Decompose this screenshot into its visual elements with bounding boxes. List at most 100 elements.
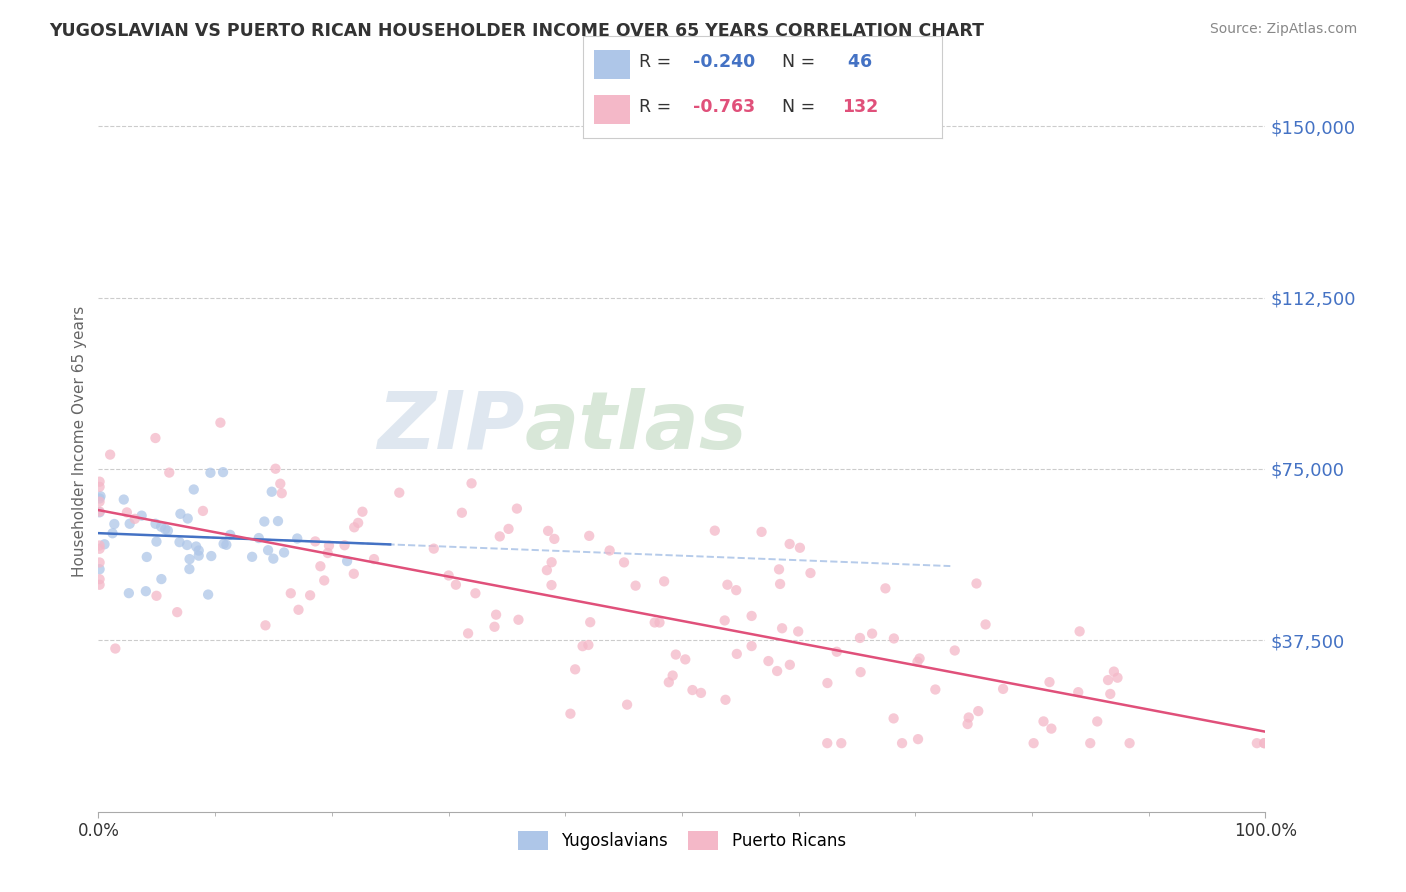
Point bbox=[508, 613, 530, 627]
Point bbox=[316, 546, 339, 560]
Point bbox=[464, 586, 486, 600]
Point bbox=[907, 732, 929, 747]
Point bbox=[89, 505, 111, 519]
Point bbox=[543, 532, 565, 546]
Point bbox=[89, 578, 111, 592]
Point bbox=[725, 647, 748, 661]
Text: 46: 46 bbox=[842, 54, 872, 71]
Text: YUGOSLAVIAN VS PUERTO RICAN HOUSEHOLDER INCOME OVER 65 YEARS CORRELATION CHART: YUGOSLAVIAN VS PUERTO RICAN HOUSEHOLDER … bbox=[49, 22, 984, 40]
Point bbox=[787, 624, 810, 639]
Point bbox=[150, 519, 173, 533]
Point bbox=[187, 543, 209, 558]
Point bbox=[89, 491, 111, 506]
Point bbox=[191, 504, 214, 518]
Point bbox=[254, 618, 277, 632]
Point bbox=[690, 686, 713, 700]
Point bbox=[104, 641, 127, 656]
Point bbox=[150, 572, 173, 586]
Text: N =: N = bbox=[783, 54, 821, 71]
Text: -0.763: -0.763 bbox=[693, 98, 755, 117]
Point bbox=[1246, 736, 1268, 750]
Point bbox=[179, 562, 201, 576]
Point bbox=[825, 645, 848, 659]
Point bbox=[673, 652, 696, 666]
Point bbox=[498, 522, 520, 536]
Point bbox=[176, 538, 198, 552]
Point bbox=[89, 480, 111, 494]
Point bbox=[613, 555, 636, 569]
Point bbox=[264, 461, 287, 475]
Point bbox=[240, 549, 263, 564]
Point bbox=[488, 529, 510, 543]
Point bbox=[347, 516, 370, 530]
Point bbox=[815, 736, 838, 750]
Text: R =: R = bbox=[640, 54, 676, 71]
Point bbox=[658, 675, 681, 690]
Point bbox=[457, 626, 479, 640]
Point bbox=[363, 552, 385, 566]
Point bbox=[1107, 671, 1129, 685]
Point bbox=[145, 589, 167, 603]
Point bbox=[652, 574, 675, 589]
Point bbox=[907, 655, 929, 669]
Point bbox=[769, 577, 792, 591]
Point bbox=[1253, 736, 1275, 750]
Point bbox=[304, 534, 326, 549]
Point bbox=[262, 551, 284, 566]
Point bbox=[309, 559, 332, 574]
Point bbox=[560, 706, 582, 721]
Point bbox=[741, 639, 763, 653]
Point bbox=[89, 556, 111, 570]
Point bbox=[799, 566, 821, 580]
Point bbox=[212, 465, 235, 479]
Point bbox=[1040, 722, 1063, 736]
Point bbox=[166, 605, 188, 619]
Text: ZIP: ZIP bbox=[377, 388, 524, 466]
Point bbox=[219, 528, 242, 542]
Point bbox=[540, 555, 562, 569]
Point bbox=[157, 466, 180, 480]
Point bbox=[716, 578, 738, 592]
Point bbox=[883, 632, 905, 646]
Point bbox=[187, 549, 209, 563]
Point bbox=[564, 662, 586, 676]
Point bbox=[924, 682, 946, 697]
Point bbox=[145, 431, 167, 445]
Point bbox=[285, 532, 308, 546]
Point bbox=[460, 476, 482, 491]
Point bbox=[215, 538, 238, 552]
Point bbox=[883, 711, 905, 725]
Point bbox=[484, 620, 506, 634]
Point bbox=[280, 586, 302, 600]
Point bbox=[299, 588, 322, 602]
Point bbox=[536, 563, 558, 577]
Y-axis label: Householder Income Over 65 years: Householder Income Over 65 years bbox=[72, 306, 87, 577]
Point bbox=[966, 576, 988, 591]
Point bbox=[956, 717, 979, 731]
Point bbox=[287, 603, 309, 617]
Point bbox=[197, 588, 219, 602]
Point bbox=[648, 615, 671, 630]
Point bbox=[388, 485, 411, 500]
Point bbox=[343, 520, 366, 534]
Point bbox=[1097, 673, 1119, 687]
Point bbox=[967, 704, 990, 718]
Point bbox=[599, 543, 621, 558]
Point bbox=[93, 537, 115, 551]
Point bbox=[352, 505, 374, 519]
Point bbox=[112, 492, 135, 507]
FancyBboxPatch shape bbox=[595, 95, 630, 124]
Point bbox=[624, 579, 647, 593]
Point bbox=[1253, 736, 1275, 750]
Text: -0.240: -0.240 bbox=[693, 54, 755, 71]
Point bbox=[423, 541, 446, 556]
Point bbox=[943, 643, 966, 657]
Point bbox=[768, 562, 790, 576]
Point bbox=[89, 539, 111, 553]
Point bbox=[485, 607, 508, 622]
Point bbox=[115, 505, 138, 519]
Point bbox=[179, 552, 201, 566]
Point bbox=[849, 665, 872, 679]
Point bbox=[200, 466, 222, 480]
Point bbox=[247, 531, 270, 545]
